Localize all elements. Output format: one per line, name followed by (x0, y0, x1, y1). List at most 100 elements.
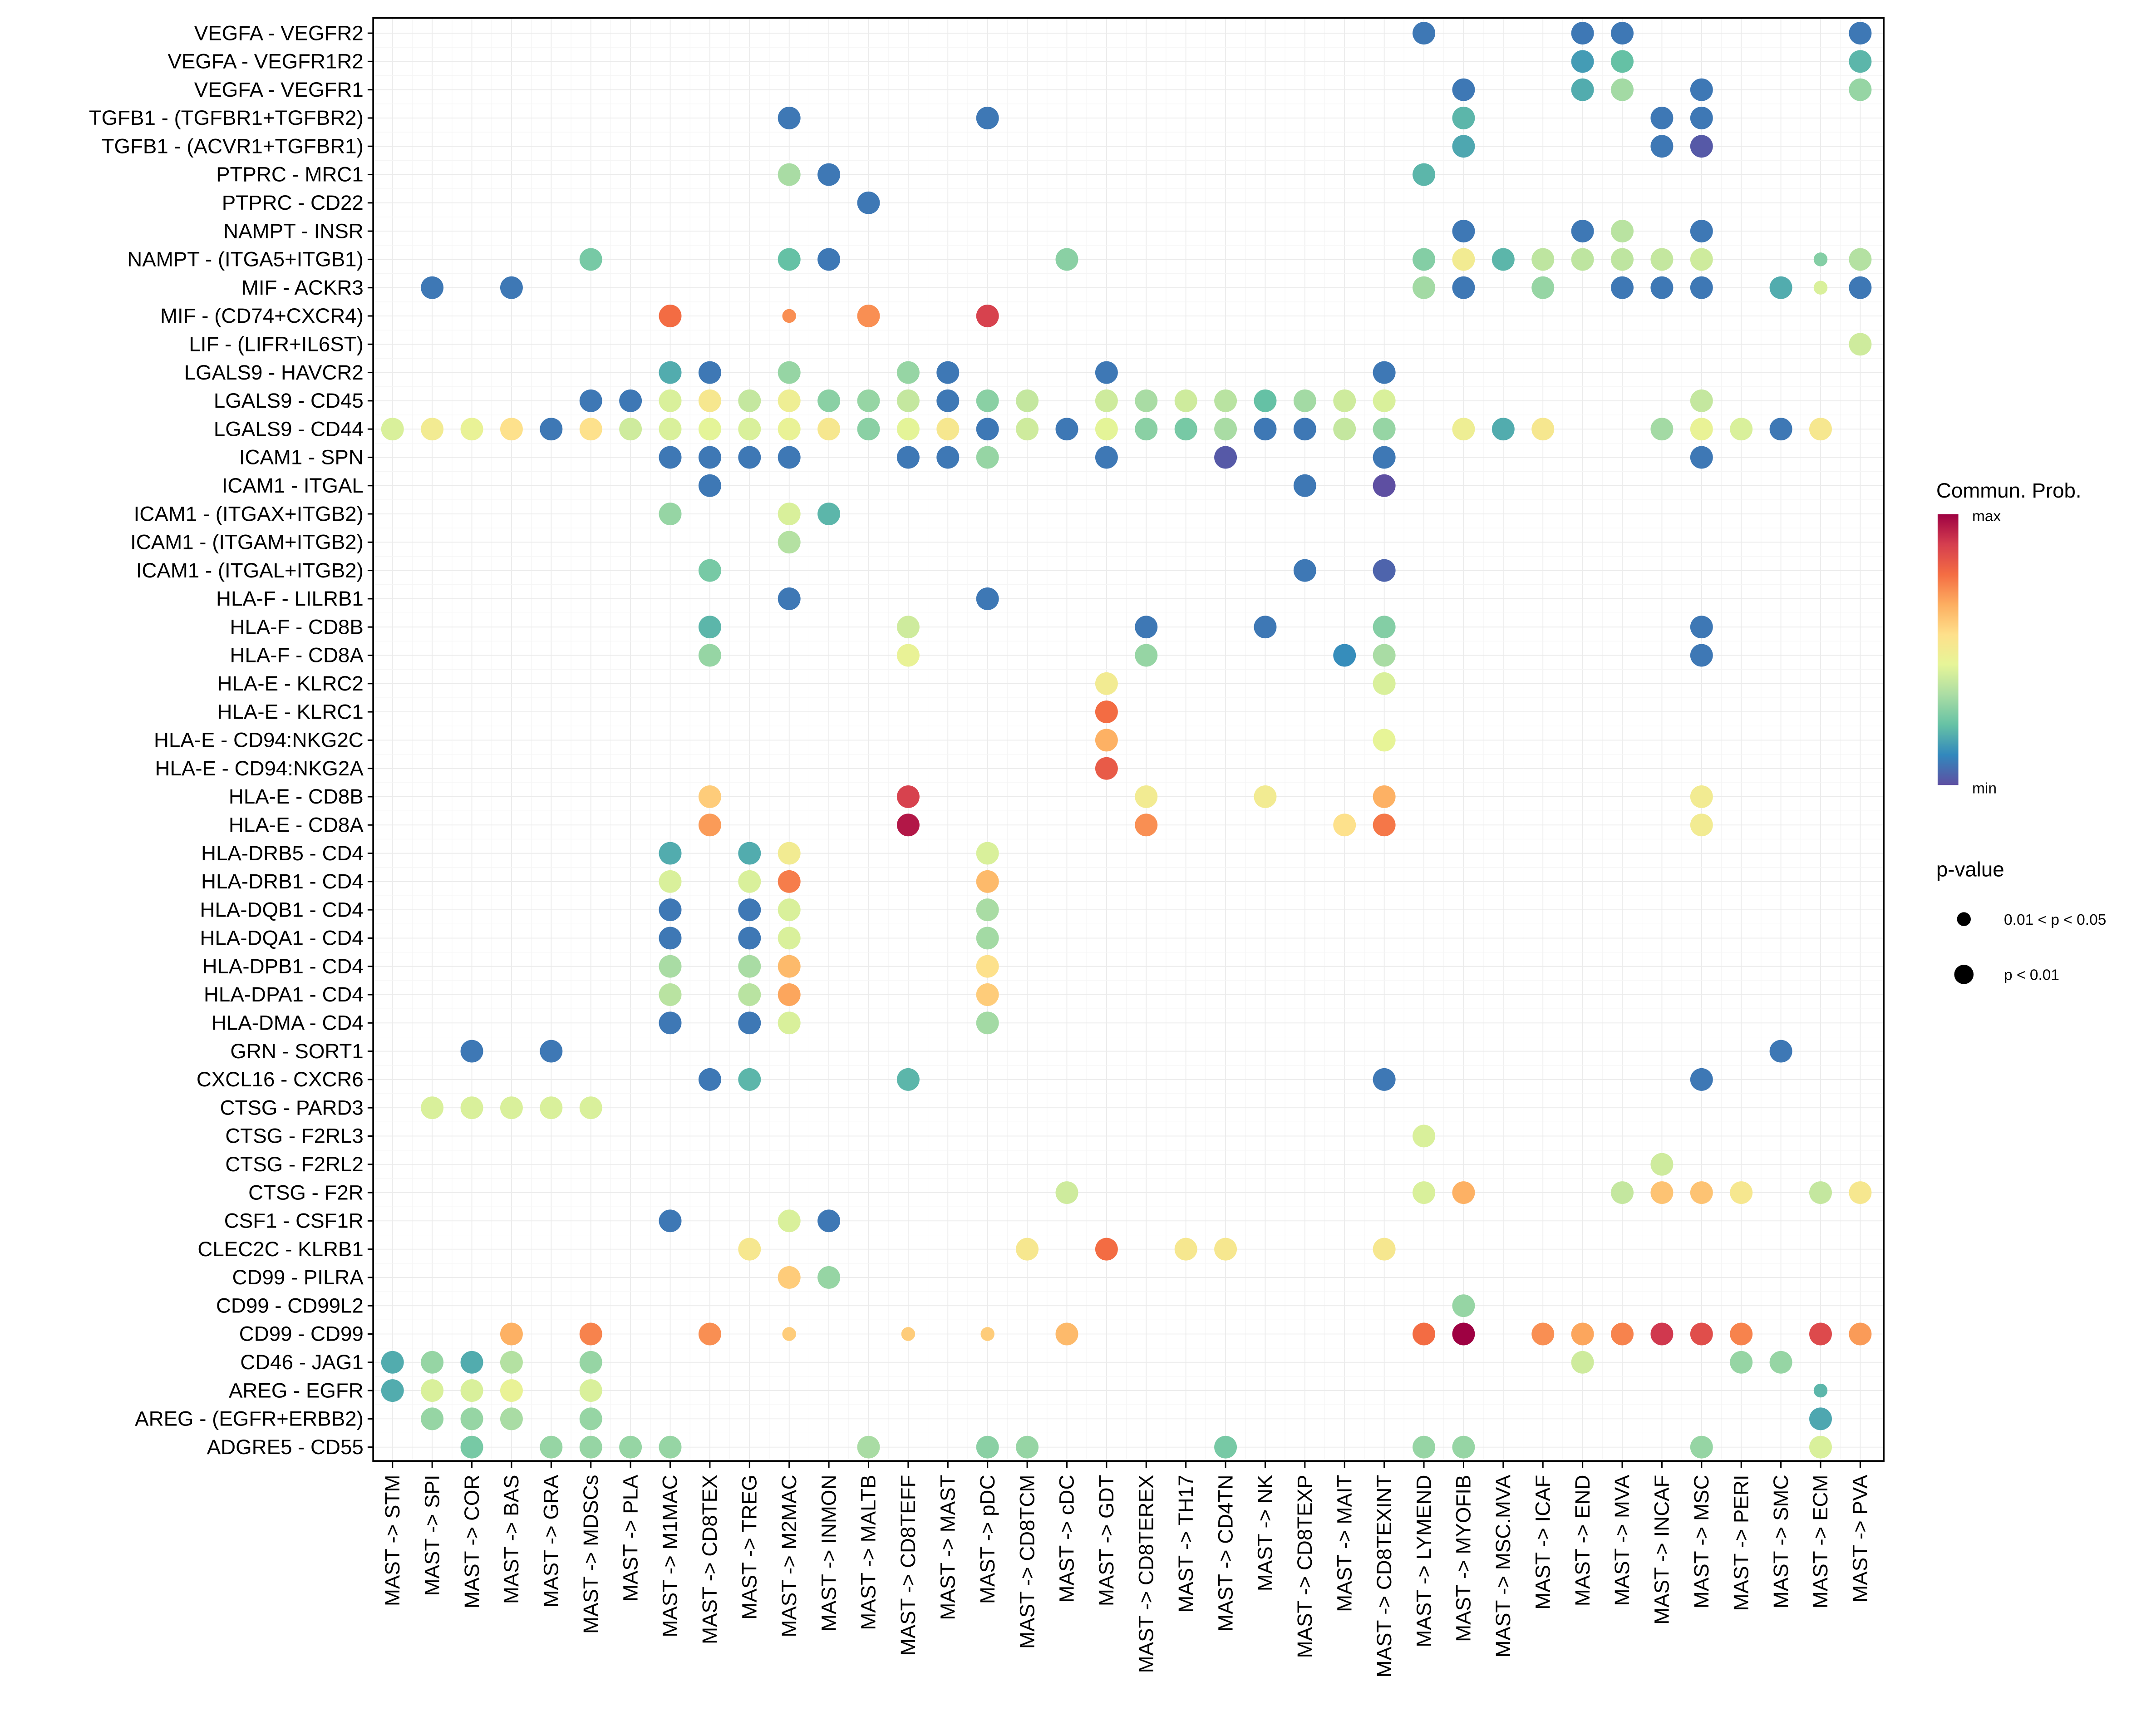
dot (1452, 1181, 1475, 1204)
dot (936, 361, 960, 384)
dot (738, 927, 761, 950)
dot (1452, 1435, 1475, 1459)
dot (738, 842, 761, 865)
dot (659, 1011, 682, 1035)
dot (976, 927, 999, 950)
dot (817, 248, 841, 271)
dot (782, 309, 796, 323)
x-tick-label: MAST -> PERI (1729, 1475, 1752, 1611)
color-legend-max: max (1972, 508, 2001, 525)
dot (976, 305, 999, 327)
dot (579, 248, 602, 271)
dot (1611, 22, 1634, 45)
y-tick-label: CD46 - JAG1 (240, 1351, 364, 1374)
x-axis: MAST -> STM MAST -> SPI MAST -> COR MAST ->… (381, 1461, 1872, 1677)
dot (1809, 1181, 1832, 1204)
dot (817, 503, 841, 526)
dot (698, 418, 721, 441)
dot (778, 389, 801, 412)
dot (1373, 672, 1396, 695)
y-tick-label: LGALS9 - CD44 (214, 417, 364, 440)
dot (1531, 418, 1555, 441)
dot (778, 898, 801, 922)
dot (1571, 220, 1594, 243)
dot (579, 1351, 602, 1374)
y-tick-label: GRN - SORT1 (230, 1040, 363, 1063)
dot (1055, 1322, 1078, 1346)
dot (1730, 1181, 1753, 1204)
dot (778, 983, 801, 1006)
dot (1690, 106, 1713, 129)
dot (778, 842, 801, 865)
color-legend-title: Commun. Prob. (1936, 479, 2082, 502)
dot (1650, 135, 1674, 158)
dot (1650, 106, 1674, 129)
x-tick-label: MAST -> SMC (1769, 1475, 1792, 1609)
dot (698, 616, 721, 639)
dot (1531, 276, 1555, 299)
y-tick-label: CD99 - CD99L2 (216, 1294, 364, 1317)
dot (1413, 163, 1436, 186)
dot (1373, 1068, 1396, 1091)
dot (1452, 78, 1475, 101)
dot (976, 842, 999, 865)
y-tick-label: ADGRE5 - CD55 (207, 1435, 364, 1459)
dot (1055, 1181, 1078, 1204)
dot (778, 503, 801, 526)
dot (659, 389, 682, 412)
dot (1333, 814, 1356, 837)
dot (976, 587, 999, 610)
dot (698, 474, 721, 497)
y-tick-label: LGALS9 - CD45 (214, 389, 364, 412)
dot (579, 1435, 602, 1459)
dot (1254, 616, 1277, 639)
dot (1293, 389, 1316, 412)
dot (1055, 248, 1078, 271)
x-tick-label: MAST -> MSC.MVA (1491, 1475, 1515, 1657)
dot (1650, 418, 1674, 441)
dot (1813, 1383, 1828, 1398)
dot (1413, 1124, 1436, 1148)
y-tick-label: CTSG - F2RL2 (225, 1153, 363, 1176)
dot (1849, 78, 1872, 101)
y-tick-label: AREG - EGFR (229, 1379, 364, 1402)
dot (698, 785, 721, 808)
dot (421, 1351, 444, 1374)
dot (1333, 644, 1356, 667)
dot (976, 1011, 999, 1035)
dot (579, 1096, 602, 1120)
dot (698, 644, 721, 667)
y-tick-label: HLA-F - LILRB1 (216, 587, 364, 610)
dot (1690, 78, 1713, 101)
dot (738, 1068, 761, 1091)
y-tick-label: PTPRC - MRC1 (216, 163, 364, 186)
dot (1531, 1322, 1555, 1346)
dot (1690, 446, 1713, 469)
dot (1373, 814, 1396, 837)
dot (1254, 389, 1277, 412)
dot (1611, 50, 1634, 73)
dot (936, 389, 960, 412)
x-tick-label: MAST -> ECM (1809, 1475, 1832, 1609)
dot (1650, 1153, 1674, 1176)
y-tick-label: HLA-DPA1 - CD4 (204, 983, 364, 1006)
dot (896, 446, 920, 469)
y-tick-label: MIF - ACKR3 (241, 276, 364, 299)
dot (778, 927, 801, 950)
dot (1571, 50, 1594, 73)
dot (421, 1407, 444, 1430)
dot (778, 418, 801, 441)
x-tick-label: MAST -> PLA (619, 1475, 642, 1602)
dot (698, 389, 721, 412)
y-tick-label: HLA-DQA1 - CD4 (200, 927, 364, 950)
x-tick-label: MAST -> INCAF (1650, 1475, 1674, 1625)
y-tick-label: CD99 - PILRA (232, 1266, 364, 1289)
dot (778, 446, 801, 469)
dot (1373, 361, 1396, 384)
y-tick-label: HLA-DPB1 - CD4 (202, 955, 364, 978)
dot (1849, 1322, 1872, 1346)
dot (500, 1322, 523, 1346)
dot (659, 983, 682, 1006)
dot (1849, 50, 1872, 73)
